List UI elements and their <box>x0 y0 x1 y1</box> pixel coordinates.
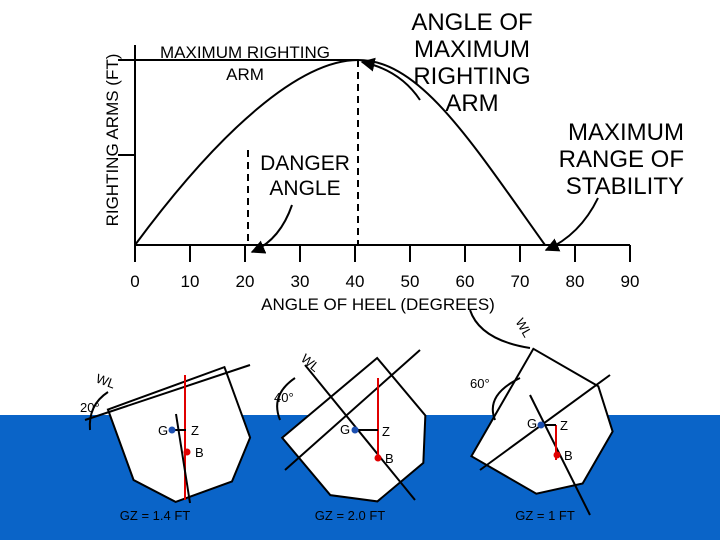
gz-label: GZ = 1.4 FT <box>120 508 190 523</box>
arrow <box>250 204 293 254</box>
x-tick-label: 90 <box>621 272 640 291</box>
label: MAXIMUM RIGHTING <box>160 43 330 62</box>
b-point <box>183 448 191 456</box>
x-ticks: 0 10 20 30 40 50 60 70 80 90 <box>130 245 639 291</box>
b: B <box>195 445 204 460</box>
wl-arc <box>469 309 531 349</box>
x-axis-title: ANGLE OF HEEL (DEGREES) <box>261 295 495 314</box>
waterline <box>304 364 416 501</box>
arc <box>491 377 521 421</box>
g-point <box>537 421 545 429</box>
x-tick-label: 80 <box>566 272 585 291</box>
x-tick-label: 20 <box>236 272 255 291</box>
x-tick-label: 70 <box>511 272 530 291</box>
arrow <box>544 197 599 252</box>
label: ARM <box>445 90 498 117</box>
waterline <box>284 349 421 471</box>
arc <box>276 377 296 421</box>
b-point <box>553 451 561 459</box>
arrow <box>360 57 421 101</box>
x-tick-label: 60 <box>456 272 475 291</box>
g: G <box>527 416 537 431</box>
gz-label: GZ = 2.0 FT <box>315 508 385 523</box>
b: B <box>385 451 394 466</box>
label: ANGLE <box>269 177 340 200</box>
label: DANGER <box>260 152 350 175</box>
wl: WL <box>94 371 117 392</box>
waterline <box>479 374 611 471</box>
g-point <box>168 426 176 434</box>
label: STABILITY <box>566 173 684 200</box>
centerline <box>175 413 191 504</box>
x-tick-label: 30 <box>291 272 310 291</box>
waterline <box>84 364 251 421</box>
x-tick-label: 40 <box>346 272 365 291</box>
label: MAXIMUM <box>414 36 530 63</box>
angle: 40° <box>274 390 294 405</box>
label: RIGHTING <box>413 63 530 90</box>
b: B <box>564 448 573 463</box>
hull <box>470 347 614 495</box>
wl-label: WL <box>513 316 536 340</box>
label: ARM <box>226 65 264 84</box>
z: Z <box>191 423 199 438</box>
wl: WL <box>298 351 323 375</box>
label: MAXIMUM <box>568 119 684 146</box>
label: ANGLE OF <box>411 9 532 36</box>
x-tick-label: 10 <box>181 272 200 291</box>
gz-label: GZ = 1 FT <box>515 508 575 523</box>
y-axis-title: RIGHTING ARMS (FT) <box>103 54 122 227</box>
b-point <box>374 454 382 462</box>
angle: 60° <box>470 376 490 391</box>
z: Z <box>560 418 568 433</box>
label: RANGE OF <box>559 146 684 173</box>
z: Z <box>382 424 390 439</box>
g: G <box>158 423 168 438</box>
x-tick-label: 50 <box>401 272 420 291</box>
g: G <box>340 422 350 437</box>
arc <box>88 391 109 431</box>
g-point <box>351 426 359 434</box>
x-tick-label: 0 <box>130 272 139 291</box>
